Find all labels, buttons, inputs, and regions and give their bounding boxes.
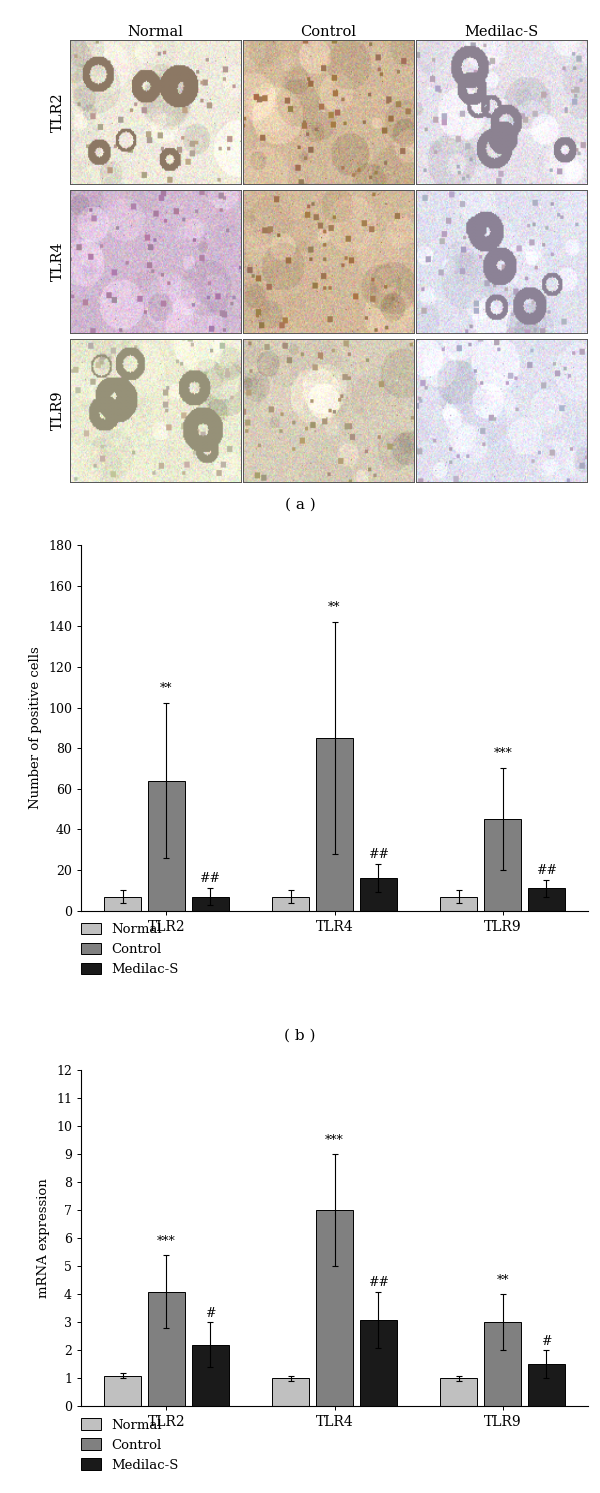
- Text: **: **: [328, 602, 341, 614]
- Legend: Normal, Control, Medilac-S: Normal, Control, Medilac-S: [76, 917, 184, 981]
- Legend: Normal, Control, Medilac-S: Normal, Control, Medilac-S: [76, 1412, 184, 1477]
- Text: ##: ##: [368, 1277, 389, 1290]
- Title: Medilac-S: Medilac-S: [464, 25, 539, 39]
- Bar: [316, 738, 353, 911]
- Bar: [191, 896, 229, 911]
- Y-axis label: TLR4: TLR4: [50, 242, 65, 281]
- Title: Normal: Normal: [128, 25, 184, 39]
- Bar: [484, 1323, 521, 1406]
- Bar: [148, 1291, 185, 1406]
- Text: ##: ##: [200, 872, 221, 885]
- Text: **: **: [160, 682, 173, 696]
- Y-axis label: mRNA expression: mRNA expression: [37, 1178, 50, 1299]
- Text: ***: ***: [157, 1235, 176, 1248]
- Text: ( b ): ( b ): [284, 1029, 316, 1042]
- Text: ##: ##: [536, 864, 557, 878]
- Text: ( a ): ( a ): [284, 497, 316, 511]
- Text: #: #: [205, 1308, 215, 1320]
- Bar: [316, 1211, 353, 1406]
- Bar: [148, 781, 185, 911]
- Bar: [360, 1320, 397, 1406]
- Bar: [104, 1375, 141, 1406]
- Title: Control: Control: [301, 25, 356, 39]
- Y-axis label: TLR2: TLR2: [50, 93, 65, 131]
- Text: #: #: [541, 1335, 552, 1348]
- Bar: [104, 896, 141, 911]
- Bar: [440, 1378, 478, 1406]
- Bar: [191, 1345, 229, 1406]
- Bar: [528, 1365, 565, 1406]
- Text: ##: ##: [368, 848, 389, 861]
- Text: ***: ***: [493, 748, 512, 760]
- Bar: [360, 878, 397, 911]
- Bar: [272, 896, 309, 911]
- Text: ***: ***: [325, 1135, 344, 1148]
- Text: **: **: [496, 1275, 509, 1287]
- Bar: [528, 888, 565, 911]
- Y-axis label: TLR9: TLR9: [50, 391, 65, 430]
- Bar: [484, 820, 521, 911]
- Y-axis label: Number of positive cells: Number of positive cells: [29, 646, 43, 809]
- Bar: [272, 1378, 309, 1406]
- Bar: [440, 896, 478, 911]
